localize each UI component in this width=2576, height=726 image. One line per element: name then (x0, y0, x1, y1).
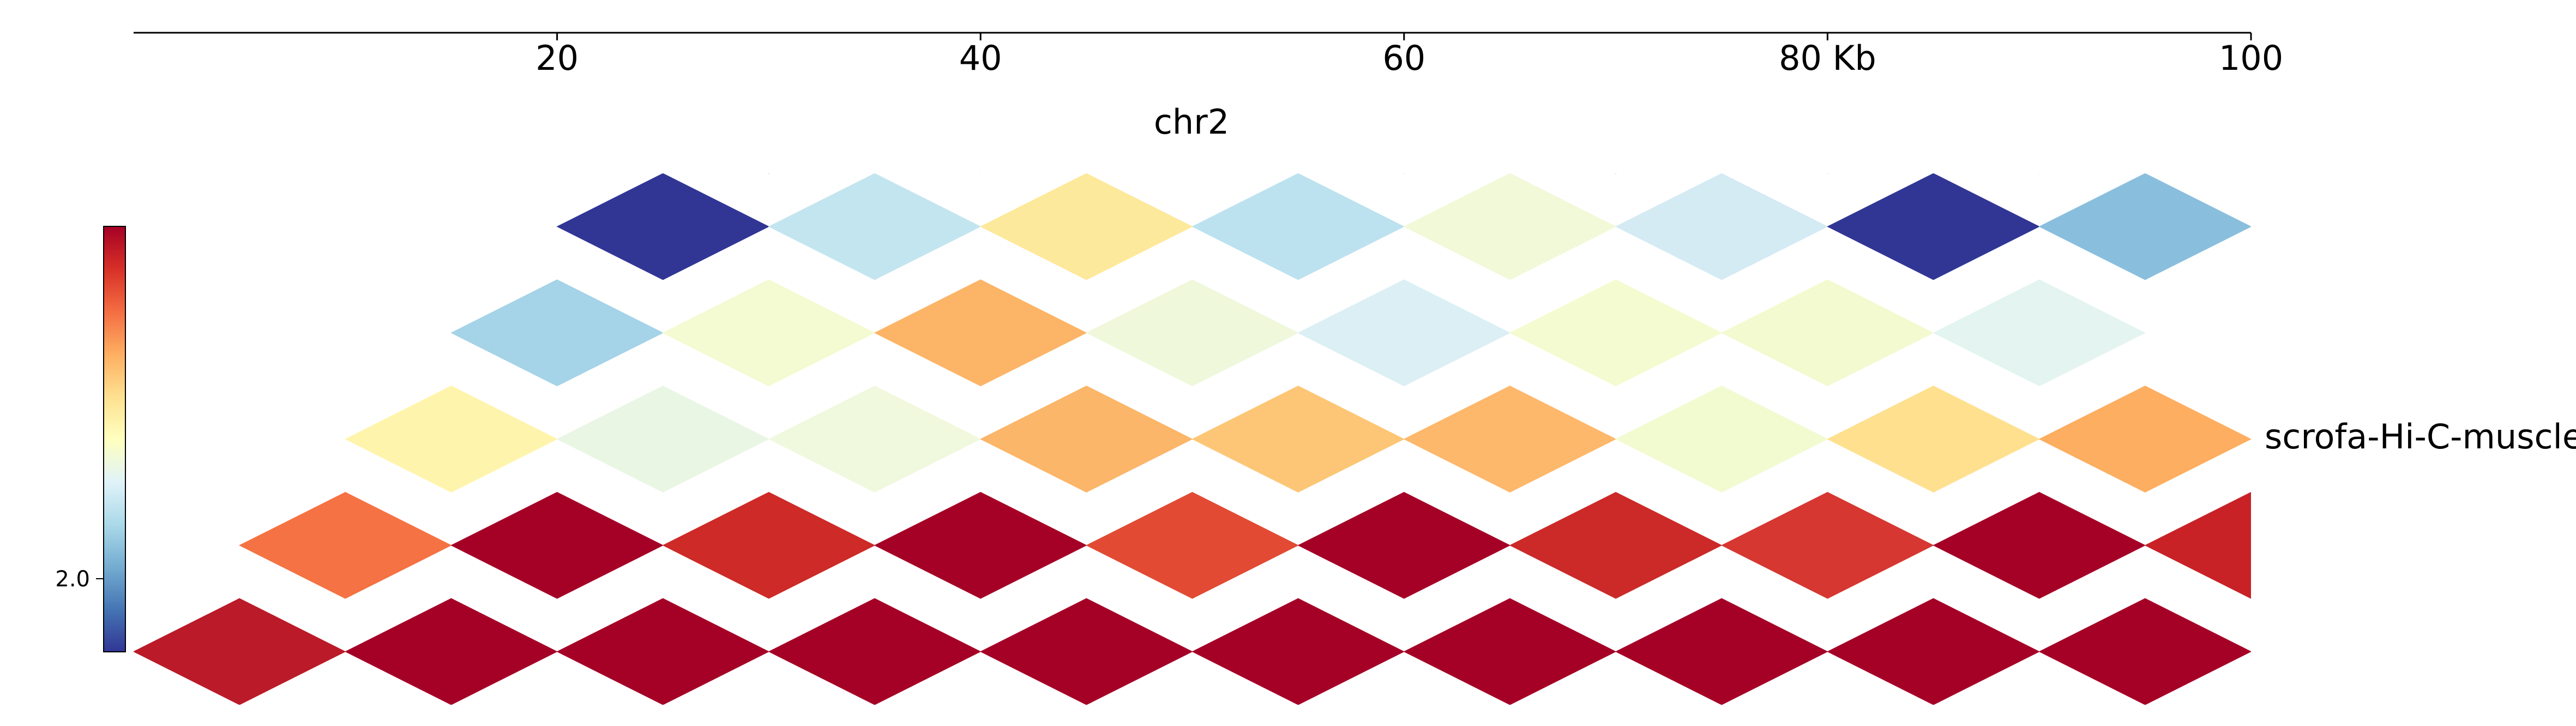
contact-cell (1933, 279, 2146, 387)
axis-tick-label: 40 (959, 38, 1002, 78)
axis-tick-label: 60 (1382, 38, 1425, 78)
contact-cell (1191, 598, 1405, 705)
contact-cell (1615, 173, 1617, 174)
chromosome-label: chr2 (1154, 102, 1229, 142)
contact-cell (450, 491, 664, 599)
contact-cell (2038, 598, 2251, 705)
contact-cell (1297, 491, 1511, 599)
contact-cell (1403, 173, 1405, 174)
contact-cell (1615, 598, 1828, 705)
contact-cell (980, 173, 1193, 280)
axis-tick-label: 80 Kb (1779, 38, 1876, 78)
contact-cell (768, 598, 982, 705)
contact-cell (556, 598, 770, 705)
contact-cell (1191, 173, 1405, 280)
contact-cell (1721, 279, 1934, 387)
contact-cell (2038, 173, 2251, 280)
contact-cell (556, 386, 770, 493)
contact-cell (556, 173, 770, 280)
contact-cell (1403, 598, 1617, 705)
contact-cell (874, 491, 1087, 599)
contact-cell (1509, 279, 1723, 387)
contact-cell (1297, 279, 1511, 387)
contact-cell (1827, 386, 2040, 493)
contact-cell (768, 386, 982, 493)
contact-cell (662, 491, 876, 599)
contact-cell (2038, 173, 2040, 174)
contact-cell (2144, 491, 2251, 599)
contact-cell (2250, 173, 2251, 174)
contact-cell (345, 598, 558, 705)
contact-cell (1721, 491, 1934, 599)
contact-cell (1615, 173, 1828, 280)
genome-axis: 20 40 60 80 Kb 100 (134, 32, 2283, 78)
contact-cell (450, 279, 664, 387)
contact-cell (1827, 173, 1828, 174)
contact-cell (662, 279, 876, 387)
contact-cell (239, 491, 452, 599)
colorbar-tick-label: 2.0 (55, 567, 90, 592)
contact-cell (980, 173, 982, 174)
contact-cell (1403, 173, 1617, 280)
contact-cell (1403, 386, 1617, 493)
contact-cell (1615, 386, 1828, 493)
contact-cell (345, 386, 558, 493)
contact-cell (768, 173, 982, 280)
hic-contact-heatmap (134, 173, 2251, 705)
contact-cell (874, 279, 1087, 387)
contact-cell (980, 386, 1193, 493)
contact-cell (1509, 491, 1723, 599)
contact-cell (1086, 491, 1299, 599)
contact-cell (134, 598, 346, 705)
track-label: scrofa-Hi-C-muscle. (2265, 417, 2576, 457)
contact-cell (1827, 598, 2040, 705)
contact-cell (1191, 386, 1405, 493)
contact-cell (1827, 173, 2040, 280)
contact-cell (768, 173, 770, 174)
colorbar: 2.0 (55, 226, 126, 652)
axis-tick-label: 20 (535, 38, 579, 78)
contact-cell (1086, 279, 1299, 387)
contact-cell (1933, 491, 2146, 599)
colorbar-gradient (103, 226, 126, 652)
contact-cell (980, 598, 1193, 705)
contact-cell (2038, 386, 2251, 493)
axis-tick-label: 100 (2219, 38, 2283, 78)
